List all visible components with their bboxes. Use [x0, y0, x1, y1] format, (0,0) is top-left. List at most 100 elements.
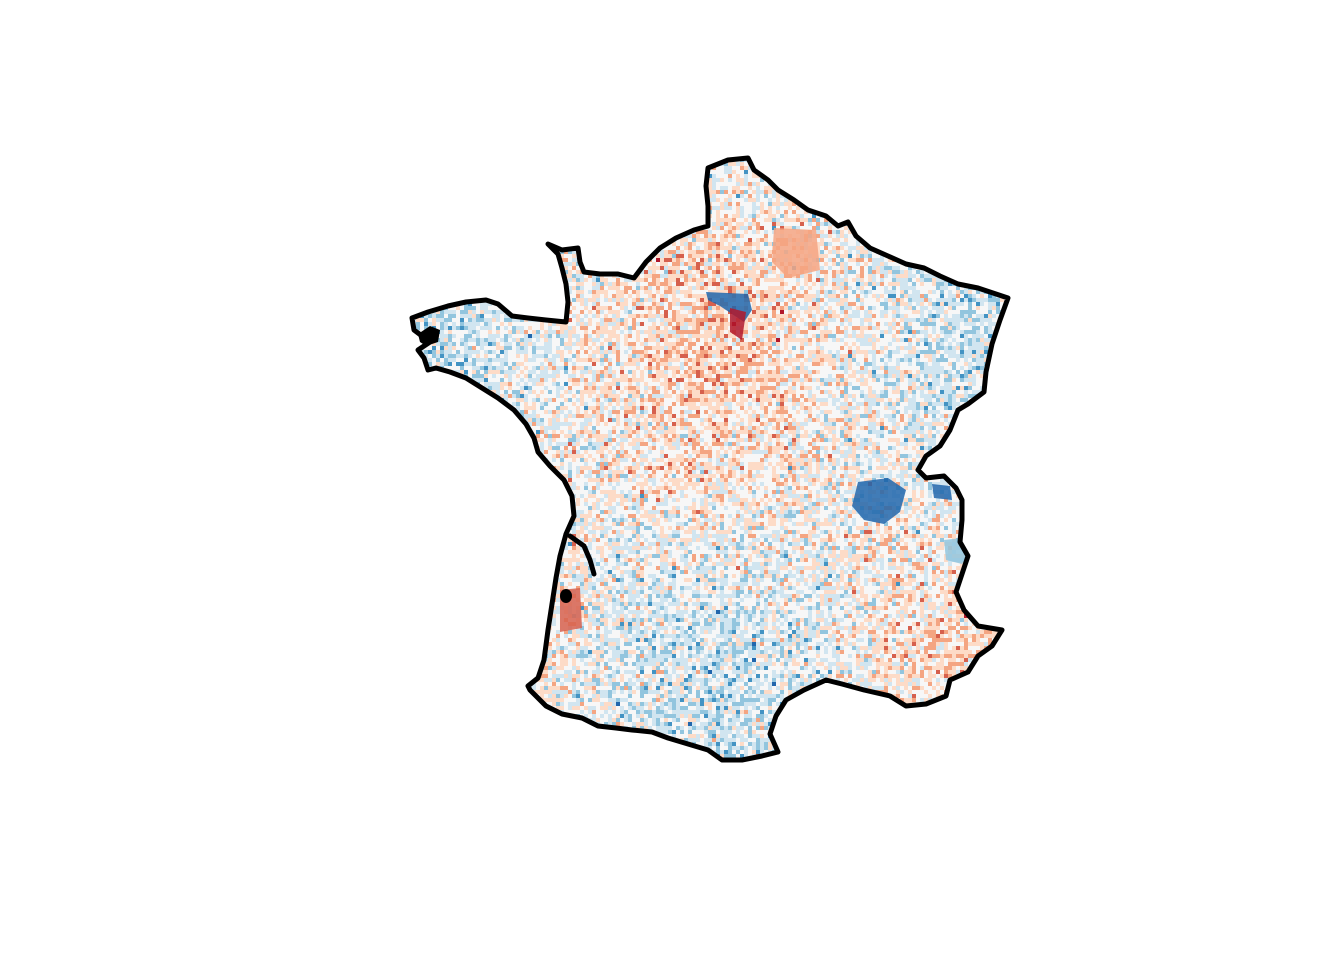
- raster-cell: [868, 226, 872, 230]
- raster-cell: [476, 162, 480, 166]
- raster-cell: [792, 186, 796, 190]
- raster-cell: [580, 278, 584, 282]
- raster-cell: [792, 206, 796, 210]
- raster-cell: [744, 202, 748, 206]
- raster-cell: [852, 178, 856, 182]
- raster-cell: [556, 158, 560, 162]
- raster-cell: [936, 266, 940, 270]
- raster-cell: [944, 226, 948, 230]
- raster-cell: [888, 218, 892, 222]
- raster-cell: [752, 246, 756, 250]
- raster-cell: [920, 274, 924, 278]
- raster-cell: [448, 226, 452, 230]
- raster-cell: [676, 202, 680, 206]
- raster-cell: [1000, 246, 1004, 250]
- raster-cell: [992, 190, 996, 194]
- raster-cell: [708, 282, 712, 286]
- raster-cell: [508, 278, 512, 282]
- raster-cell: [880, 262, 884, 266]
- raster-cell: [1000, 162, 1004, 166]
- raster-cell: [944, 266, 948, 270]
- raster-cell: [624, 250, 628, 254]
- raster-cell: [936, 194, 940, 198]
- raster-cell: [424, 162, 428, 166]
- raster-cell: [684, 218, 688, 222]
- raster-cell: [552, 190, 556, 194]
- raster-cell: [724, 266, 728, 270]
- raster-cell: [424, 154, 428, 158]
- raster-cell: [960, 178, 964, 182]
- raster-cell: [484, 234, 488, 238]
- raster-cell: [852, 170, 856, 174]
- raster-cell: [916, 250, 920, 254]
- raster-cell: [920, 226, 924, 230]
- raster-cell: [764, 234, 768, 238]
- raster-cell: [528, 210, 532, 214]
- raster-cell: [868, 214, 872, 218]
- raster-cell: [448, 206, 452, 210]
- raster-cell: [496, 278, 500, 282]
- raster-cell: [952, 158, 956, 162]
- raster-cell: [1008, 214, 1012, 218]
- raster-cell: [796, 278, 800, 282]
- raster-cell: [840, 190, 844, 194]
- raster-cell: [508, 234, 512, 238]
- raster-cell: [844, 174, 848, 178]
- raster-cell: [484, 194, 488, 198]
- raster-cell: [528, 274, 532, 278]
- raster-cell: [832, 266, 836, 270]
- raster-cell: [424, 270, 428, 274]
- raster-cell: [684, 198, 688, 202]
- raster-cell: [992, 274, 996, 278]
- raster-cell: [504, 154, 508, 158]
- raster-cell: [852, 266, 856, 270]
- raster-cell: [872, 266, 876, 270]
- raster-cell: [680, 238, 684, 242]
- raster-cell: [492, 250, 496, 254]
- raster-cell: [880, 182, 884, 186]
- raster-cell: [696, 190, 700, 194]
- raster-cell: [976, 222, 980, 226]
- raster-cell: [500, 170, 504, 174]
- raster-cell: [856, 210, 860, 214]
- raster-cell: [536, 154, 540, 158]
- raster-cell: [804, 182, 808, 186]
- raster-cell: [568, 238, 572, 242]
- raster-cell: [664, 210, 668, 214]
- raster-cell: [880, 222, 884, 226]
- raster-cell: [916, 210, 920, 214]
- raster-cell: [992, 262, 996, 266]
- raster-cell: [928, 186, 932, 190]
- raster-cell: [876, 178, 880, 182]
- raster-cell: [632, 242, 636, 246]
- raster-cell: [432, 214, 436, 218]
- raster-cell: [896, 238, 900, 242]
- raster-cell: [824, 258, 828, 262]
- raster-cell: [936, 202, 940, 206]
- raster-cell: [964, 190, 968, 194]
- raster-cell: [656, 262, 660, 266]
- raster-cell: [580, 234, 584, 238]
- raster-cell: [600, 234, 604, 238]
- raster-cell: [924, 182, 928, 186]
- raster-cell: [972, 206, 976, 210]
- raster-cell: [712, 278, 716, 282]
- raster-cell: [664, 230, 668, 234]
- raster-cell: [476, 238, 480, 242]
- raster-cell: [624, 266, 628, 270]
- raster-cell: [584, 170, 588, 174]
- raster-cell: [416, 178, 420, 182]
- raster-cell: [744, 274, 748, 278]
- raster-cell: [668, 170, 672, 174]
- raster-cell: [844, 238, 848, 242]
- raster-cell: [676, 278, 680, 282]
- raster-cell: [988, 198, 992, 202]
- raster-cell: [960, 186, 964, 190]
- raster-cell: [984, 270, 988, 274]
- raster-cell: [776, 226, 780, 230]
- raster-cell: [848, 242, 852, 246]
- raster-cell: [984, 190, 988, 194]
- raster-cell: [844, 226, 848, 230]
- raster-cell: [988, 226, 992, 230]
- raster-cell: [816, 238, 820, 242]
